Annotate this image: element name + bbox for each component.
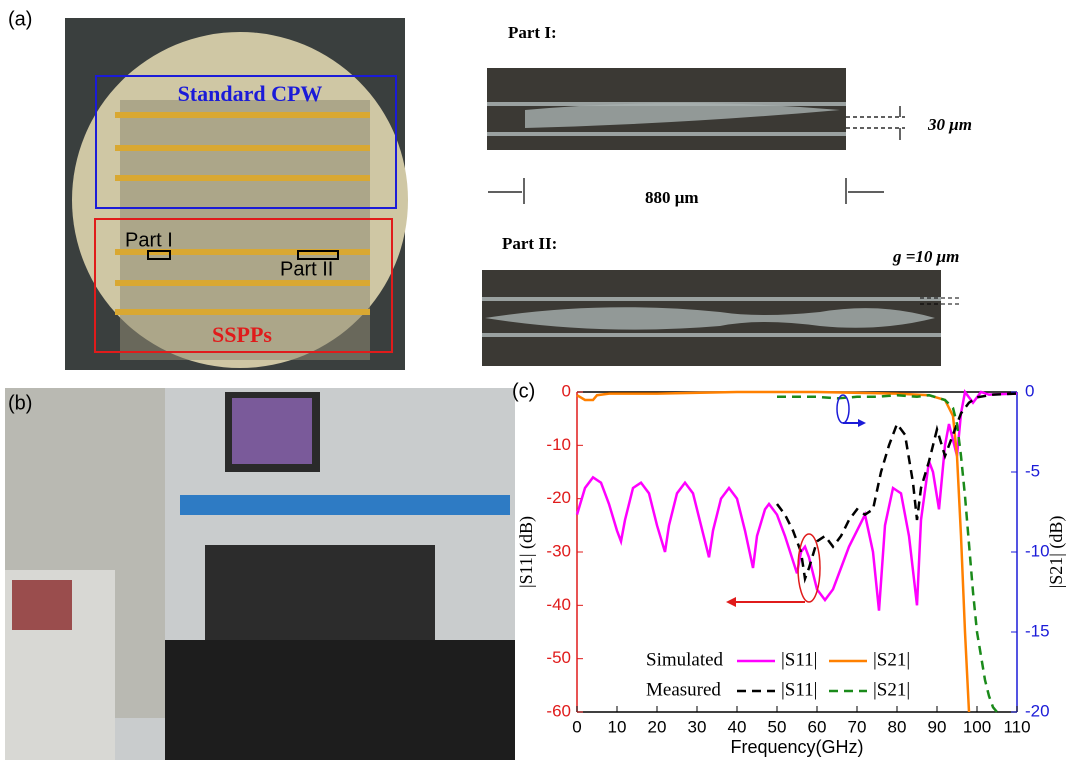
x-tick-label: 100 <box>963 717 991 736</box>
y2-tick-label: -20 <box>1025 701 1050 720</box>
y-axis-label: |S11| (dB) <box>516 516 537 588</box>
arrowhead <box>858 419 866 427</box>
y2-tick-label: -15 <box>1025 621 1050 640</box>
series-line <box>777 394 1017 579</box>
legend-group: Simulated <box>646 649 724 670</box>
y-tick-label: -10 <box>546 435 571 454</box>
x-tick-label: 40 <box>728 717 747 736</box>
x-axis-label: Frequency(GHz) <box>730 737 863 757</box>
y-tick-label: -40 <box>546 595 571 614</box>
x-tick-label: 0 <box>572 717 581 736</box>
g-label: g =10 μm <box>892 247 959 266</box>
x-tick-label: 50 <box>768 717 787 736</box>
micrograph-2 <box>482 270 960 366</box>
figure: (a) Standard CPW Part I Part II SSPPs Pa… <box>0 0 1073 764</box>
micro-title: Part I: <box>508 23 557 42</box>
legend-label: |S21| <box>873 649 910 670</box>
x-tick-label: 30 <box>688 717 707 736</box>
annotation-ellipse <box>837 395 849 423</box>
legend-label: |S11| <box>781 649 817 670</box>
part2-label: Part II <box>280 258 333 280</box>
y-tick-label: -30 <box>546 541 571 560</box>
x-tick-label: 70 <box>848 717 867 736</box>
x-tick-label: 20 <box>648 717 667 736</box>
length-label: 880 μm <box>645 188 699 207</box>
x-tick-label: 90 <box>928 717 947 736</box>
y-tick-label: -50 <box>546 648 571 667</box>
cpw-label: Standard CPW <box>178 81 323 106</box>
y2-axis-label: |S21| (dB) <box>1046 516 1067 589</box>
panel-label: (b) <box>8 392 32 414</box>
micro-title: Part II: <box>502 234 557 253</box>
x-tick-label: 10 <box>608 717 627 736</box>
arrowhead <box>726 597 736 607</box>
x-tick-label: 60 <box>808 717 827 736</box>
legend-label: |S21| <box>873 679 910 700</box>
y-tick-label: 0 <box>562 381 571 400</box>
y2-tick-label: -5 <box>1025 461 1040 480</box>
legend-group: Measured <box>646 679 721 700</box>
sspp-label: SSPPs <box>212 322 272 347</box>
gap-label: 30 μm <box>927 115 972 134</box>
panel-label: (a) <box>8 8 32 30</box>
series-line <box>577 392 1017 611</box>
photo-b <box>5 388 515 760</box>
legend-label: |S11| <box>781 679 817 700</box>
y2-tick-label: 0 <box>1025 381 1034 400</box>
y-tick-label: -20 <box>546 488 571 507</box>
x-tick-label: 80 <box>888 717 907 736</box>
panel-label: (c) <box>512 380 535 402</box>
part1-label: Part I <box>125 229 173 251</box>
micrograph-1 <box>487 68 846 150</box>
y-tick-label: -60 <box>546 701 571 720</box>
photo-a <box>65 18 408 370</box>
